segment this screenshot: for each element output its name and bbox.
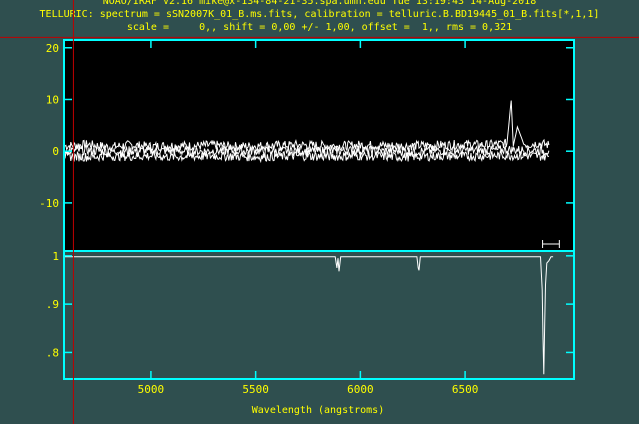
bottom-ytick-label: 1 xyxy=(52,250,59,263)
top-ytick-label: 0 xyxy=(52,145,59,158)
bottom-series xyxy=(65,256,554,375)
top-series-2 xyxy=(64,144,550,158)
bottom-ytick-label: .9 xyxy=(46,298,59,311)
bottom-panel-traces xyxy=(65,256,554,375)
xtick-label: 5000 xyxy=(138,383,165,396)
xtick-label: 6000 xyxy=(347,383,374,396)
bottom-ytick-label: .8 xyxy=(46,346,59,359)
x-axis-label: Wavelength (angstroms) xyxy=(252,405,384,416)
header-line-1: NOAO/IRAF V2.16 mike@x-134-84-21-35.spa.… xyxy=(102,0,537,7)
range-marker xyxy=(542,240,560,248)
axes: 20 10 0 -10 1 .9 .8 5000 5500 6000 6500 xyxy=(39,40,574,396)
top-ytick-label: 10 xyxy=(46,93,59,106)
top-ytick-label: 20 xyxy=(46,42,59,55)
header-line-3: scale = 0,, shift = 0,00 +/- 1,00, offse… xyxy=(126,22,513,33)
top-panel-traces xyxy=(64,100,550,164)
xtick-label: 6500 xyxy=(452,383,479,396)
bottom-panel-frame xyxy=(63,250,575,380)
top-series-1 xyxy=(64,100,550,153)
xtick-label: 5500 xyxy=(242,383,269,396)
top-ytick-label: -10 xyxy=(39,197,59,210)
top-series-3 xyxy=(64,150,550,164)
header-line-2: TELLURIC: spectrum = sSN2007K_01_B.ms.fi… xyxy=(39,9,600,20)
